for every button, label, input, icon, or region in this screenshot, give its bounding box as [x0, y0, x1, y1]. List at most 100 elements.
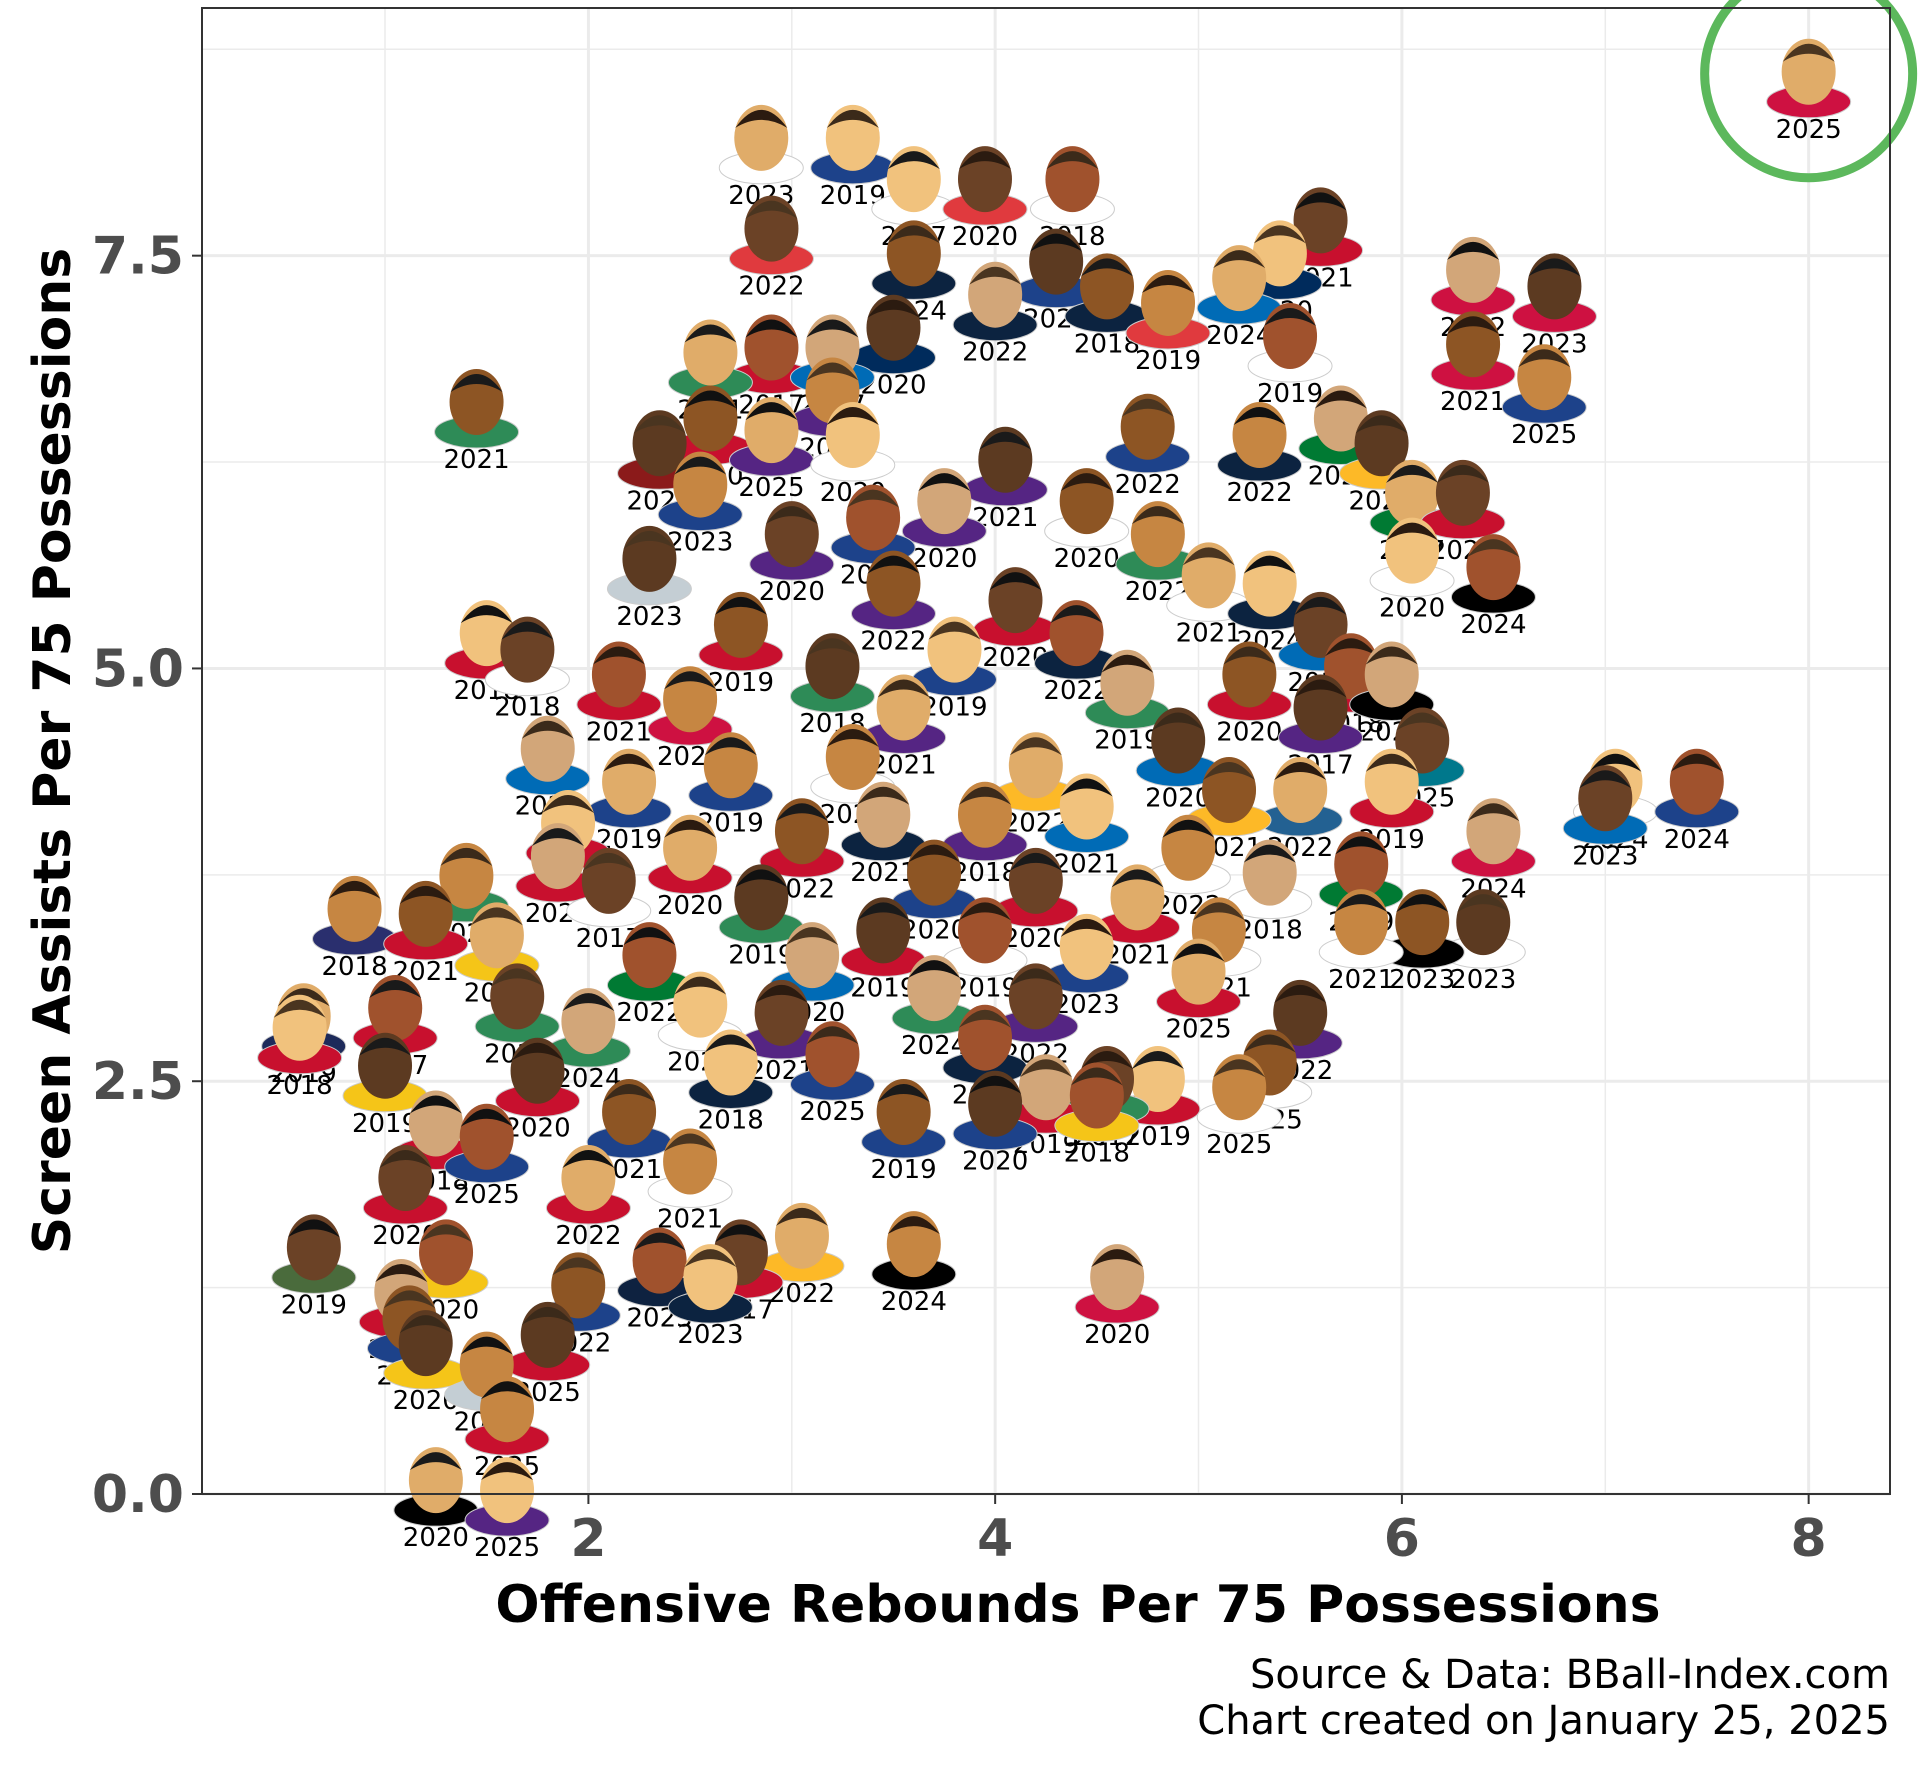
player-hair: [1253, 225, 1306, 244]
player-hair: [1528, 258, 1581, 277]
x-tick-label: 8: [1791, 1509, 1827, 1569]
player-hair: [958, 786, 1011, 805]
player-point: 2020: [362, 1145, 448, 1251]
player-hair: [379, 1150, 432, 1169]
player-point: 2022: [1105, 393, 1191, 500]
player-hair: [745, 319, 798, 338]
player-hair: [958, 1009, 1011, 1028]
point-season-label: 2021: [1054, 850, 1120, 880]
player-hair: [908, 844, 961, 863]
player-hair: [328, 880, 381, 899]
player-point: 2022: [728, 195, 814, 302]
player-hair: [887, 151, 940, 170]
player-hair: [481, 1381, 534, 1400]
player-point: 2018: [942, 781, 1028, 888]
player-point: 2020: [993, 847, 1079, 954]
player-hair: [375, 1263, 428, 1282]
player-point: 2023: [1379, 889, 1465, 995]
player-hair: [887, 225, 940, 244]
player-hair: [1046, 151, 1099, 170]
player-point: 2020: [901, 468, 987, 574]
player-hair: [684, 1249, 737, 1268]
player-hair: [1355, 415, 1408, 434]
player-hair: [1152, 712, 1205, 731]
player-hair: [1386, 464, 1439, 483]
player-hair: [684, 390, 737, 409]
highlight-circle: [1700, 0, 1918, 183]
player-hair: [623, 530, 676, 549]
player-hair: [1782, 43, 1835, 62]
player-hair: [1233, 407, 1286, 426]
player-hair: [1203, 762, 1256, 781]
player-point: 2021: [840, 781, 926, 888]
point-season-label: 2021: [1176, 618, 1242, 648]
player-hair: [806, 362, 859, 381]
player-point: 2022: [850, 550, 936, 657]
player-point: 2021: [1318, 889, 1404, 995]
panel: 2025202320192017202020182021202220242020…: [201, 0, 1918, 1563]
point-season-label: 2019: [952, 973, 1018, 1003]
player-hair: [674, 456, 727, 475]
x-tick-label: 4: [977, 1509, 1013, 1569]
player-hair: [1457, 894, 1510, 913]
player-point: 2019: [1349, 748, 1435, 855]
point-season-label: 2022: [860, 627, 926, 657]
point-season-label: 2022: [1226, 478, 1292, 508]
point-season-label: 2025: [1776, 115, 1842, 145]
point-season-label: 2020: [1084, 1320, 1150, 1350]
player-point: 2020: [749, 501, 835, 607]
player-point: 2020: [1206, 641, 1292, 747]
player-hair: [1589, 753, 1642, 772]
point-season-label: 2021: [1440, 387, 1506, 417]
point-season-label: 2021: [850, 858, 916, 888]
player-hair: [1131, 1050, 1184, 1069]
player-hair: [857, 786, 910, 805]
player-point: 2021: [1095, 864, 1181, 970]
player-hair: [562, 1150, 615, 1169]
player-point: 2021: [1430, 311, 1516, 417]
player-point: 2023: [667, 1244, 753, 1350]
player-point: 2021: [434, 369, 520, 475]
player-hair: [1223, 646, 1276, 665]
player-hair: [1060, 473, 1113, 492]
player-hair: [958, 902, 1011, 921]
player-point: 2019: [942, 897, 1028, 1003]
player-point: 2022: [545, 1145, 631, 1251]
player-hair: [420, 1224, 473, 1243]
player-hair: [1009, 737, 1062, 756]
player-hair: [1386, 522, 1439, 541]
player-point: 2021: [586, 1078, 672, 1185]
x-tick-label: 6: [1384, 1509, 1420, 1569]
point-season-label: 2025: [799, 1097, 865, 1127]
player-hair: [1213, 1059, 1266, 1078]
point-season-label: 2020: [504, 1114, 570, 1144]
point-season-label: 2019: [352, 1109, 418, 1139]
player-hair: [1213, 250, 1266, 269]
point-season-label: 2020: [1054, 544, 1120, 574]
player-hair: [704, 1034, 757, 1053]
point-season-label: 2025: [1206, 1130, 1272, 1160]
player-hair: [383, 1290, 436, 1309]
player-hair: [969, 1075, 1022, 1094]
player-point: 2020: [495, 1037, 581, 1144]
player-hair: [989, 572, 1042, 591]
player-hair: [359, 1037, 412, 1056]
player-hair: [1172, 943, 1225, 962]
point-season-label: 2019: [921, 693, 987, 723]
point-season-label: 2020: [952, 222, 1018, 252]
player-hair: [867, 299, 920, 318]
point-season-label: 2018: [1064, 1138, 1130, 1168]
source-caption: Source & Data: BBall-Index.com: [1249, 1652, 1890, 1698]
player-hair: [511, 1042, 564, 1061]
player-point: 2023: [657, 451, 743, 558]
player-point: 2020: [1135, 707, 1221, 813]
point-season-label: 2019: [728, 940, 794, 970]
player-hair: [273, 999, 326, 1018]
player-hair: [481, 1462, 534, 1481]
point-season-label: 2023: [677, 1320, 743, 1350]
player-hair: [440, 847, 493, 866]
point-season-label: 2020: [403, 1523, 469, 1553]
player-hair: [603, 753, 656, 772]
player-hair: [775, 803, 828, 822]
